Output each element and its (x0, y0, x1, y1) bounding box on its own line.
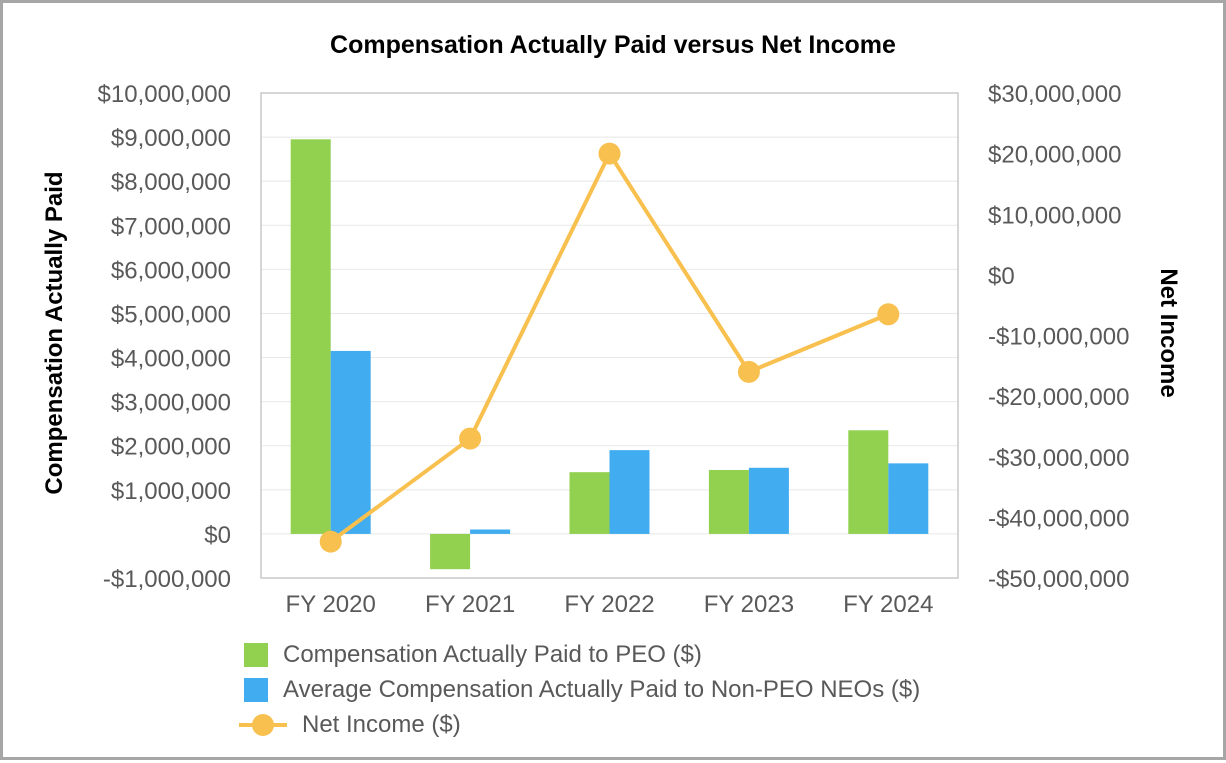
x-axis-tick-label: FY 2020 (286, 591, 376, 618)
bar-peo (569, 472, 610, 534)
legend-item-neo: Average Compensation Actually Paid to No… (244, 676, 920, 703)
bar-peo (848, 430, 889, 534)
left-axis-tick-label: $7,000,000 (111, 213, 231, 240)
legend-item-net: Net Income ($) (239, 710, 920, 738)
net-income-marker (598, 142, 621, 165)
legend: Compensation Actually Paid to PEO ($) Av… (239, 641, 920, 738)
right-axis-tick-label: -$10,000,000 (988, 324, 1129, 351)
right-axis-tick-label: $10,000,000 (988, 202, 1121, 229)
x-axis-tick-label: FY 2023 (704, 591, 794, 618)
bar-neo (609, 450, 650, 534)
right-axis-tick-label: -$30,000,000 (988, 445, 1129, 472)
bar-peo (708, 469, 749, 534)
chart-canvas: -$1,000,000 $0 $1,000,000 $2,000,000 $3,000,… (98, 81, 1130, 618)
chart-title: Compensation Actually Paid versus Net In… (330, 31, 896, 59)
left-axis-tick-label: $9,000,000 (111, 125, 231, 152)
left-axis-tick-label: $6,000,000 (111, 257, 231, 284)
bar-neo (470, 529, 511, 534)
left-axis-tick-label: $2,000,000 (111, 434, 231, 461)
right-axis-tick-label: $20,000,000 (988, 142, 1121, 169)
left-axis-tick-label: $1,000,000 (111, 478, 231, 505)
peo-bar-swatch-icon (244, 642, 268, 667)
bar-neo (330, 350, 371, 534)
x-axis-tick-label: FY 2024 (843, 591, 933, 618)
net-income-line-marker-icon (239, 713, 287, 736)
left-axis-tick-label: -$1,000,000 (103, 566, 231, 593)
left-axis-tick-label: $3,000,000 (111, 390, 231, 417)
net-income-marker (877, 303, 900, 326)
left-axis-tick-label: $10,000,000 (98, 81, 231, 108)
legend-label-peo: Compensation Actually Paid to PEO ($) (283, 640, 702, 668)
net-income-marker (319, 530, 342, 553)
legend-label-neo: Average Compensation Actually Paid to No… (283, 675, 921, 703)
right-axis-tick-label: -$20,000,000 (988, 384, 1129, 411)
net-income-marker (459, 427, 482, 450)
net-income-marker (737, 360, 760, 383)
left-axis-tick-label: $4,000,000 (111, 346, 231, 373)
left-axis-tick-label: $5,000,000 (111, 301, 231, 328)
legend-label-net: Net Income ($) (302, 710, 461, 738)
left-axis-tick-label: $0 (204, 522, 231, 549)
right-axis-tick-label: $0 (988, 263, 1015, 290)
bar-neo (888, 463, 929, 534)
plot-border (260, 92, 959, 579)
right-axis-tick-label: -$50,000,000 (988, 566, 1129, 593)
left-axis-tick-label: $8,000,000 (111, 169, 231, 196)
right-axis-tick-label: $30,000,000 (988, 81, 1121, 108)
x-axis-tick-label: FY 2021 (425, 591, 515, 618)
bar-peo (430, 533, 471, 570)
legend-item-peo: Compensation Actually Paid to PEO ($) (244, 641, 920, 668)
x-axis-tick-label: FY 2022 (564, 591, 654, 618)
right-axis-tick-label: -$40,000,000 (988, 505, 1129, 532)
neo-bar-swatch-icon (244, 677, 268, 702)
bar-neo (748, 467, 789, 534)
bar-peo (290, 139, 331, 534)
